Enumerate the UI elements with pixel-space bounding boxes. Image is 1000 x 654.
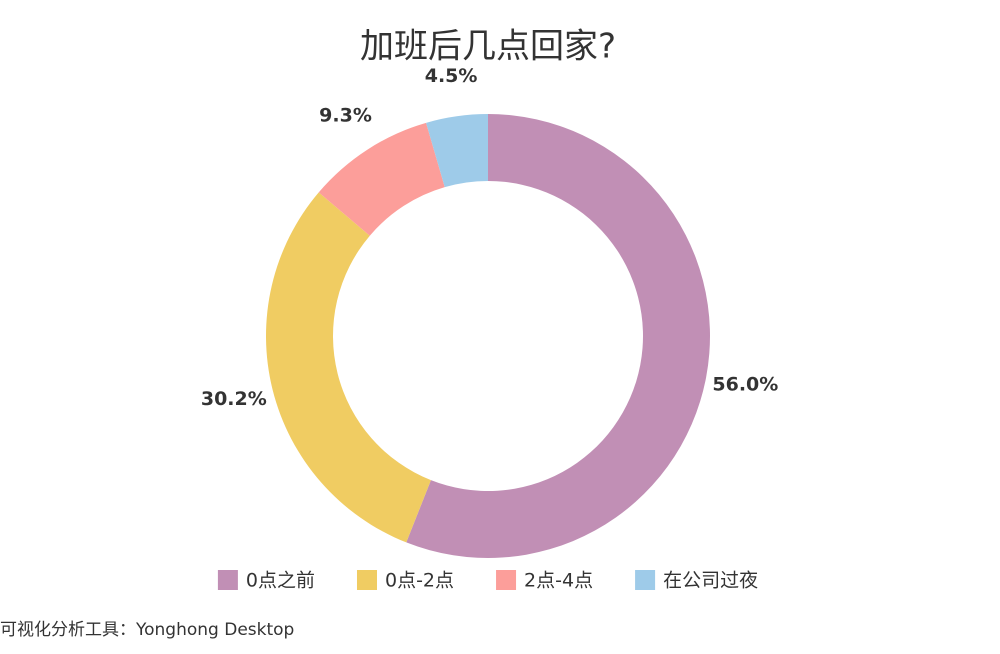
donut-slice <box>406 114 710 558</box>
legend-swatch <box>496 570 517 590</box>
legend-label: 在公司过夜 <box>663 570 758 592</box>
legend-label: 0点-2点 <box>385 570 454 592</box>
legend-label: 2点-4点 <box>524 570 593 592</box>
legend-swatch <box>217 570 238 590</box>
legend: 0点之前 0点-2点 2点-4点 在公司过夜 <box>217 570 758 592</box>
legend-label: 0点之前 <box>246 570 315 592</box>
value-label: 4.5% <box>425 65 478 87</box>
value-label: 56.0% <box>712 374 778 396</box>
footer: 可视化分析工具：Yonghong Desktop <box>0 620 294 640</box>
donut-slice <box>318 122 445 236</box>
value-label: 9.3% <box>319 105 372 127</box>
value-label: 30.2% <box>201 388 267 410</box>
donut-slice <box>265 192 431 543</box>
legend-swatch <box>356 570 377 590</box>
chart-title: 加班后几点回家? <box>360 27 616 67</box>
legend-swatch <box>635 570 656 590</box>
donut-slice <box>426 114 488 188</box>
